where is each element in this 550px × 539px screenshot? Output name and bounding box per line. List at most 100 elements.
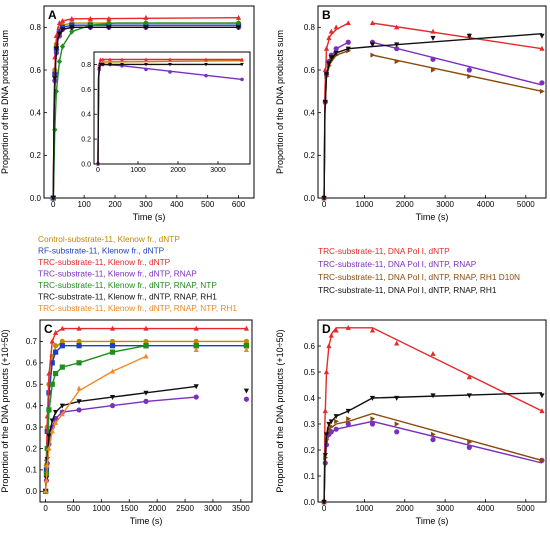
panel-d-series-3-point-10 — [466, 393, 472, 399]
panel-b-series-1-point-8 — [394, 46, 400, 52]
panel-a-inset-series-1-point-8 — [204, 57, 208, 61]
panel-d-series-3-point-5 — [333, 414, 339, 420]
panel-b-series-3-point-7 — [369, 42, 376, 48]
panel-b-plot-frame — [317, 5, 547, 199]
panel-d-series-3-point-3 — [326, 421, 332, 427]
panel-c-xtick-label-3: 1500 — [120, 504, 138, 513]
panel-b-series-1-point-11 — [539, 80, 545, 86]
panel-a-series-5-point-9 — [235, 25, 242, 31]
panel-d-ytick-label-6: 0.6 — [304, 342, 316, 351]
panel-c-series-6-point-6 — [59, 411, 65, 417]
panel-a-series-5-point-1 — [52, 76, 58, 82]
legend-right-entry-3: TRC-substrate-11, DNA Pol I, dNTP, RNAP,… — [318, 285, 497, 295]
panel-c-series-2-point-4 — [49, 338, 55, 344]
panel-c-series-4-point-6 — [59, 364, 65, 370]
panel-c-series-6-point-0 — [42, 488, 49, 494]
panel-c-series-1-point-4 — [49, 360, 55, 366]
panel-d-series-1-point-6 — [345, 421, 351, 427]
panel-b-series-0-point-6 — [345, 20, 351, 26]
panel-a-inset-series-1-point-3 — [101, 57, 105, 61]
panel-a-inset-series-3-point-3 — [101, 63, 105, 67]
panel-d-series-2-point-4 — [329, 424, 335, 430]
panel-a-inset-series-0-point-4 — [108, 59, 112, 64]
panel-c-series-3-point-10 — [193, 394, 199, 400]
panel-a-inset: 0 1000 2000 3000 0.0 0.2 0.4 0.6 0.8 — [81, 51, 251, 174]
panel-c-ytick-label-6: 0.6 — [26, 359, 38, 368]
panel-d-ytick-label-3: 0.3 — [304, 420, 316, 429]
panel-d-ytick-label-1: 0.1 — [304, 472, 316, 481]
panel-d-xtick-label-1: 1000 — [356, 504, 374, 513]
panel-d-series-0-point-3 — [326, 343, 332, 349]
panel-a-inset-series-1-point-7 — [168, 57, 172, 61]
panel-a-inset-series-3-point-6 — [144, 63, 148, 67]
panel-a-series-2-point-7 — [106, 15, 112, 21]
panel-b-series-1-point-10 — [466, 67, 472, 73]
panel-c-series-0-point-9 — [143, 338, 149, 345]
panel-b-series-3-point-5 — [333, 50, 339, 56]
panel-d-ytick-label-4: 0.4 — [304, 394, 316, 403]
panel-d-series-1-point-5 — [333, 426, 339, 432]
panel-a-inset-series-3-point-5 — [120, 63, 124, 67]
panel-b-series-2-point-8 — [394, 58, 400, 65]
legend-left-entry-5: TRC-substrate-11, Klenow fr., dNTP, RNAP… — [38, 292, 217, 302]
panel-a-ytick-label-1: 0.2 — [30, 151, 42, 160]
panel-c-series-4-point-5 — [53, 370, 59, 377]
panel-b-xtick-label-2: 2000 — [396, 200, 414, 209]
panel-a-series-4-point-7 — [106, 19, 112, 27]
panel-b-series-3-point-0 — [321, 195, 327, 201]
panel-d-series-2-point-6 — [346, 416, 352, 422]
panel-a-series-2-point-5 — [69, 15, 75, 21]
panel-c-series-2-point-5 — [53, 329, 59, 335]
panel-c-series-0-point-8 — [109, 338, 116, 345]
panel-a-xtick-label-0: 0 — [51, 200, 56, 209]
panel-b-series-3-point-11 — [539, 33, 545, 39]
panel-c-series-4-point-10 — [193, 343, 199, 349]
panel-c-series-5-point-7 — [76, 399, 82, 405]
panel-d-series-2-point-11 — [539, 457, 545, 463]
panel-b-series-0-point-3 — [326, 35, 332, 41]
panel-a-series-2-point-9 — [235, 14, 242, 20]
panel-c-series-1-point-8 — [109, 343, 116, 349]
panel-c-series-0-point-10 — [193, 338, 199, 345]
panel-d-series-0-point-1 — [322, 408, 328, 414]
legend-left-entry-2: TRC-substrate-11, Klenow fr., dNTP — [38, 257, 171, 267]
panel-c-ytick-label-3: 0.3 — [26, 423, 38, 432]
panel-a-xtick-label-4: 400 — [170, 200, 184, 209]
panel-a-inset-plot-frame — [93, 51, 251, 165]
panel-d-series-3-fit-line-0 — [323, 392, 543, 503]
panel-c-series-3-point-7 — [76, 407, 82, 413]
panel-a-inset-ytick-label-2: 0.4 — [81, 112, 91, 119]
panel-c-plot-frame — [39, 319, 253, 503]
panel-a-ylabel: Proportion of the DNA products sum — [0, 30, 10, 174]
panel-a-series-2-point-3 — [56, 20, 63, 26]
panel-b-series-3-point-10 — [466, 33, 472, 39]
panel-c-series-2-point-3 — [46, 370, 52, 376]
panel-b-series-0-fit-line-1 — [372, 22, 543, 50]
panel-d-series-3-point-4 — [328, 419, 334, 425]
panel-c-ytick-label-4: 0.4 — [26, 401, 38, 410]
panel-a-plot-frame — [43, 5, 255, 199]
panel-b-series-0-point-1 — [322, 67, 328, 73]
panel-c-series-5-point-11 — [243, 388, 250, 394]
panel-d-letter: D — [322, 322, 331, 336]
panel-c-series-4-point-4 — [49, 381, 55, 387]
panel-d-ylabel: Proportion of the DNA products (+10÷50) — [275, 329, 285, 492]
panel-a-letter: A — [48, 8, 57, 22]
panel-d-series-0-point-2 — [323, 369, 330, 375]
panel-b-series-2-point-10 — [467, 73, 473, 79]
panel-a-inset-series-3-fit-line-0 — [97, 63, 242, 165]
panel-c-series-3-point-9 — [143, 398, 149, 404]
panel-c-series-6-point-7 — [76, 385, 82, 391]
panel-b-series-0-point-4 — [328, 28, 334, 34]
panel-a-inset-ytick-label-0: 0.0 — [81, 161, 91, 168]
panel-a-inset-series-3-point-1 — [97, 66, 101, 71]
panel-c-xtick-label-4: 2000 — [148, 504, 166, 513]
panel-c-series-4-point-9 — [143, 343, 149, 349]
panel-d-xtick-label-0: 0 — [322, 504, 327, 513]
panel-c-ytick-label-0: 0.0 — [26, 487, 38, 496]
panel-b-xlabel: Time (s) — [416, 212, 449, 222]
panel-c-xtick-label-6: 3000 — [204, 504, 222, 513]
panel-c-series-3-fit-line-0 — [44, 396, 197, 492]
panel-c-series-4-point-8 — [109, 349, 116, 355]
legend-right-entry-0: TRC-substrate-11, DNA Pol I, dNTP — [318, 246, 450, 256]
